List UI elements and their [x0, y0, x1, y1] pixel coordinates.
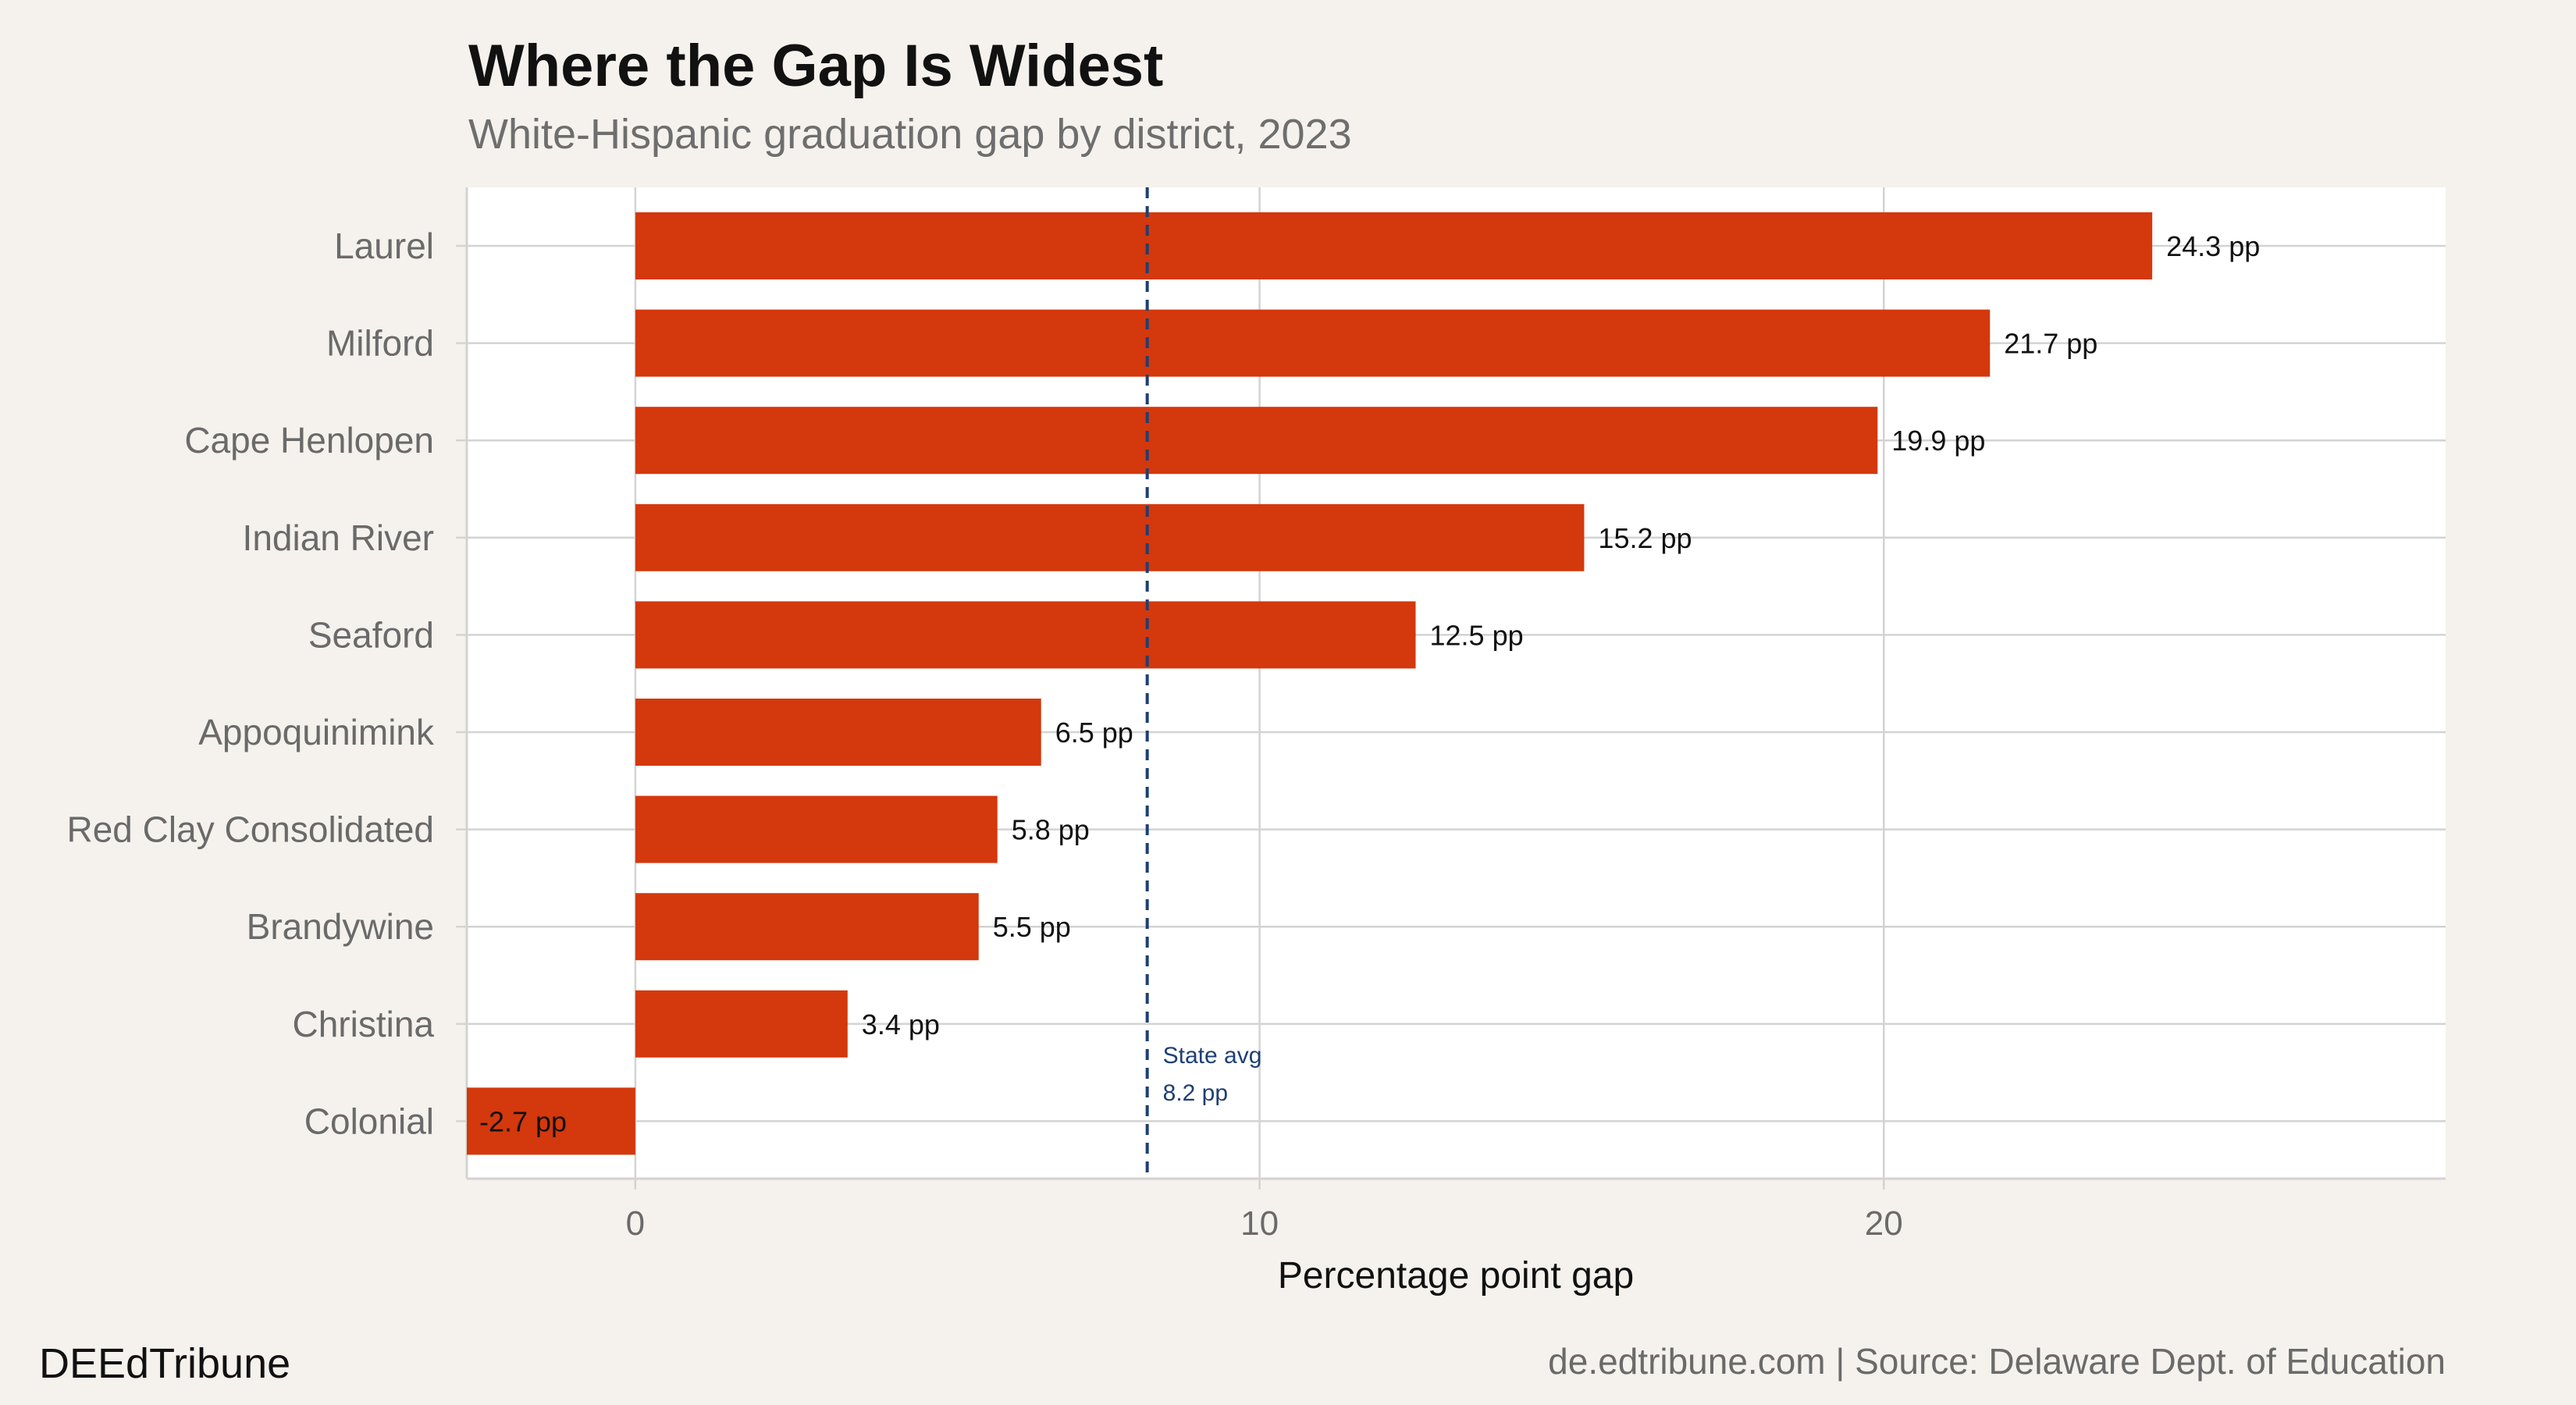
- x-axis-title: Percentage point gap: [1278, 1255, 1634, 1297]
- category-label: Seaford: [308, 614, 434, 655]
- x-tick-label: 0: [626, 1204, 645, 1243]
- bar: [635, 601, 1416, 669]
- chart-subtitle: White-Hispanic graduation gap by distric…: [468, 111, 1352, 158]
- data-label: 12.5 pp: [1430, 619, 1524, 651]
- category-label: Red Clay Consolidated: [67, 809, 435, 850]
- data-label: 5.5 pp: [993, 911, 1071, 943]
- bar: [635, 212, 2153, 279]
- category-label: Colonial: [304, 1101, 434, 1141]
- data-label: 24.3 pp: [2166, 230, 2260, 262]
- source-note: de.edtribune.com | Source: Delaware Dept…: [1548, 1341, 2446, 1382]
- reference-layer: State avg 8.2 pp: [1145, 187, 1262, 1179]
- bar: [635, 795, 998, 863]
- category-label: Cape Henlopen: [184, 420, 434, 461]
- data-label: 19.9 pp: [1891, 425, 1985, 457]
- bar: [635, 893, 979, 961]
- chart-title: Where the Gap Is Widest: [468, 33, 1163, 99]
- bar: [635, 699, 1041, 766]
- x-tick-label: 20: [1865, 1204, 1903, 1243]
- category-label: Laurel: [334, 226, 434, 266]
- category-label: Indian River: [243, 518, 434, 558]
- bar: [635, 503, 1585, 571]
- axis-layer: 0 10 20 Laurel Milford Cape Henlopen Indian Ri…: [67, 187, 2446, 1243]
- bar: [635, 309, 1991, 377]
- state-average-value-label: 8.2 pp: [1163, 1080, 1228, 1106]
- bar-layer: [467, 212, 2153, 1155]
- data-label: 3.4 pp: [862, 1008, 940, 1040]
- data-label: 5.8 pp: [1012, 814, 1090, 846]
- x-tick-label: 10: [1240, 1204, 1279, 1243]
- data-label: -2.7 pp: [479, 1105, 567, 1137]
- category-label: Brandywine: [247, 906, 434, 947]
- category-label: Milford: [326, 323, 434, 364]
- category-label: Appoquinimink: [198, 712, 435, 752]
- bar: [635, 990, 848, 1058]
- brand-logo-text: DEEdTribune: [39, 1340, 290, 1387]
- category-label: Christina: [292, 1004, 434, 1044]
- label-layer: 24.3 pp 21.7 pp 19.9 pp 15.2 pp 12.5 pp 6.5 p…: [479, 230, 2260, 1137]
- data-label: 15.2 pp: [1598, 522, 1692, 554]
- bar: [467, 1087, 635, 1155]
- data-label: 21.7 pp: [2004, 328, 2097, 360]
- state-average-label: State avg: [1163, 1043, 1262, 1069]
- data-label: 6.5 pp: [1055, 717, 1133, 749]
- bar: [635, 407, 1878, 475]
